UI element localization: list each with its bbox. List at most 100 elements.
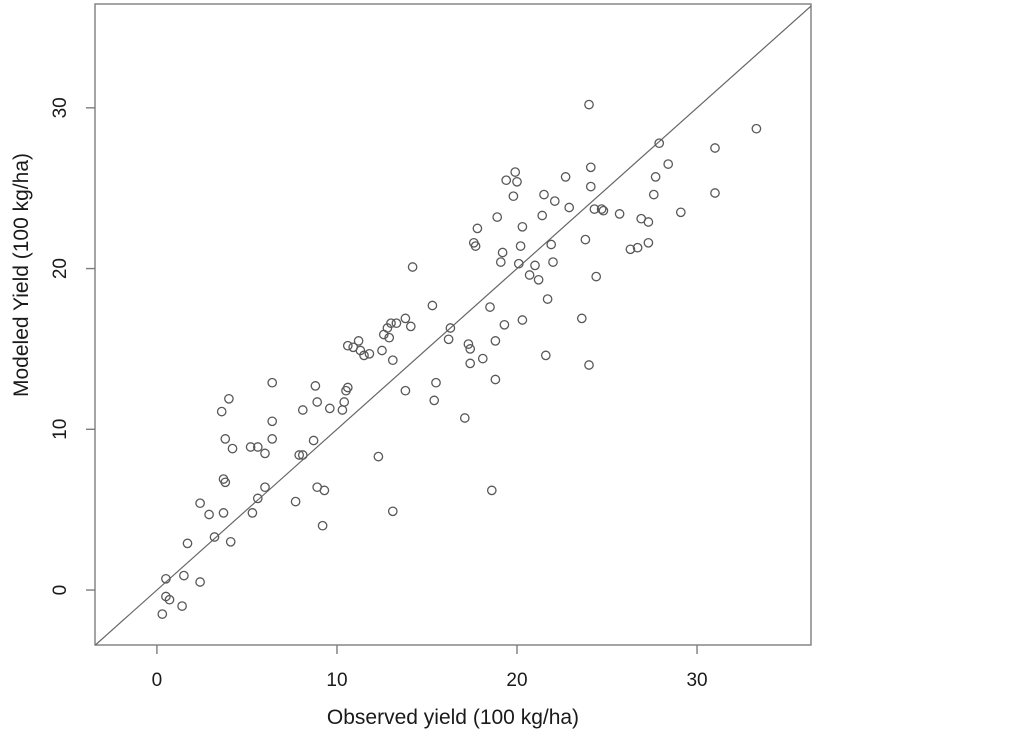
- x-tick-label: 0: [152, 670, 163, 691]
- data-point: [339, 397, 350, 407]
- data-point: [378, 329, 389, 340]
- data-point: [643, 217, 654, 227]
- data-point: [204, 509, 214, 520]
- data-point: [267, 416, 278, 427]
- data-point: [537, 210, 548, 221]
- data-point: [465, 358, 476, 369]
- data-point: [290, 496, 301, 507]
- data-point: [710, 188, 720, 198]
- data-point: [710, 143, 720, 153]
- data-point: [598, 205, 609, 216]
- data-point: [247, 508, 258, 518]
- data-point: [164, 594, 175, 605]
- data-point: [675, 207, 686, 218]
- data-point: [650, 172, 661, 182]
- y-axis-label: Modeled Yield (100 kg/ha): [10, 153, 33, 397]
- data-point: [220, 434, 231, 444]
- data-point: [584, 99, 594, 110]
- data-point: [179, 570, 189, 581]
- data-point: [540, 350, 551, 361]
- data-point: [542, 294, 553, 304]
- data-point: [319, 485, 330, 496]
- data-point: [632, 242, 643, 253]
- x-tick-label: 20: [506, 670, 527, 691]
- data-point: [182, 538, 193, 549]
- data-point: [614, 209, 625, 219]
- x-tick-label: 30: [686, 670, 707, 691]
- data-point: [459, 413, 470, 423]
- data-point: [267, 377, 278, 388]
- data-point: [648, 189, 659, 200]
- data-point: [515, 241, 526, 251]
- data-point: [195, 577, 205, 587]
- data-point: [463, 339, 474, 349]
- data-point: [596, 204, 607, 214]
- data-point: [227, 443, 238, 454]
- data-point: [260, 448, 270, 459]
- plot-box: [94, 3, 812, 646]
- data-point: [560, 172, 571, 182]
- data-point: [443, 334, 454, 345]
- data-point: [359, 350, 369, 361]
- data-point: [501, 175, 512, 186]
- data-point: [267, 434, 278, 444]
- data-point: [177, 601, 187, 611]
- y-tick-label: 0: [50, 585, 71, 596]
- data-point: [663, 159, 674, 169]
- data-point: [342, 340, 353, 351]
- data-point: [654, 138, 665, 149]
- data-point: [400, 313, 411, 324]
- data-point: [308, 435, 319, 446]
- data-point: [400, 385, 411, 396]
- data-point: [470, 241, 481, 251]
- data-point: [564, 202, 575, 213]
- y-tick-label: 10: [50, 419, 71, 440]
- data-point: [585, 181, 596, 192]
- data-point: [324, 403, 335, 414]
- data-point: [625, 244, 636, 255]
- data-point: [492, 212, 503, 222]
- data-point: [312, 397, 323, 407]
- data-point: [364, 348, 375, 359]
- data-point: [405, 321, 416, 332]
- data-point: [591, 271, 602, 282]
- data-point: [485, 302, 495, 312]
- data-point: [341, 385, 351, 396]
- data-point: [407, 262, 418, 272]
- data-point: [549, 196, 560, 206]
- data-point: [584, 360, 594, 370]
- data-point: [477, 353, 488, 364]
- data-point: [353, 336, 364, 346]
- data-point: [539, 189, 549, 200]
- data-point: [195, 498, 205, 509]
- data-point: [585, 162, 596, 173]
- data-point: [384, 332, 395, 343]
- data-point: [220, 477, 231, 488]
- data-point: [508, 191, 519, 202]
- data-point: [297, 405, 308, 415]
- data-point: [245, 442, 256, 452]
- data-point: [548, 257, 558, 267]
- data-point: [337, 405, 348, 415]
- data-point: [427, 300, 438, 311]
- x-axis-label: Observed yield (100 kg/ha): [326, 706, 580, 729]
- data-point: [317, 520, 328, 531]
- data-point: [373, 451, 384, 462]
- data-point: [643, 237, 654, 248]
- data-point: [497, 247, 508, 258]
- data-point: [510, 167, 521, 177]
- data-point: [429, 395, 440, 406]
- data-point: [486, 485, 497, 496]
- data-point: [391, 318, 402, 329]
- data-point: [751, 123, 762, 134]
- data-point: [310, 381, 321, 391]
- data-point: [431, 377, 441, 388]
- data-point: [157, 609, 168, 619]
- data-point: [387, 355, 398, 366]
- data-point: [499, 319, 510, 330]
- data-point: [546, 239, 557, 250]
- data-point: [465, 344, 476, 354]
- data-point: [445, 323, 456, 333]
